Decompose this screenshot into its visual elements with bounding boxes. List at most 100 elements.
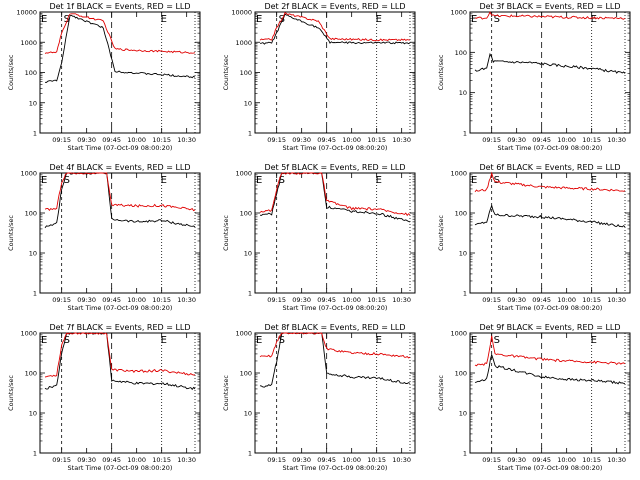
x-tick-label: 09:45 — [317, 136, 336, 144]
x-tick-label: 10:00 — [127, 456, 146, 464]
x-tick-label: 10:15 — [367, 456, 386, 464]
y-axis-label: Counts/sec — [437, 54, 445, 90]
x-tick-label: 09:15 — [267, 136, 286, 144]
x-tick-label: 10:15 — [152, 136, 171, 144]
x-tick-label: 09:15 — [52, 296, 71, 304]
y-tick-label: 1 — [33, 130, 37, 138]
y-tick-label: 1 — [248, 130, 252, 138]
x-axis-label: Start Time (07-Oct-09 08:00:20) — [283, 144, 388, 152]
x-tick-label: 09:30 — [77, 456, 96, 464]
x-tick-label: 10:30 — [177, 136, 196, 144]
panel-title: Det 5f BLACK = Events, RED = LLD — [264, 163, 405, 172]
x-tick-label: 10:30 — [607, 296, 626, 304]
plot-frame — [469, 172, 631, 294]
panel-title: Det 7f BLACK = Events, RED = LLD — [49, 323, 190, 332]
panel-title: Det 6f BLACK = Events, RED = LLD — [479, 163, 620, 172]
lld-series-line — [259, 172, 411, 217]
panel-title: Det 3f BLACK = Events, RED = LLD — [479, 2, 620, 11]
x-tick-label: 10:30 — [177, 456, 196, 464]
events-series-line — [474, 204, 626, 228]
x-tick-label: 10:00 — [127, 296, 146, 304]
x-tick-label: 09:45 — [532, 456, 551, 464]
lld-series-line — [474, 335, 626, 367]
plot-frame — [254, 172, 416, 294]
x-tick-label: 10:15 — [582, 136, 601, 144]
x-tick-label: 10:15 — [367, 136, 386, 144]
x-tick-label: 10:30 — [607, 136, 626, 144]
x-tick-label: 10:00 — [342, 296, 361, 304]
y-axis-label: Counts/sec — [222, 54, 230, 90]
x-tick-label: 10:30 — [177, 296, 196, 304]
y-tick-label: 10 — [244, 99, 252, 107]
x-tick-label: 10:30 — [392, 456, 411, 464]
y-axis-label: Counts/sec — [222, 375, 230, 411]
start-marker: S — [279, 175, 285, 186]
x-tick-label: 09:15 — [482, 296, 501, 304]
x-tick-label: 10:15 — [152, 296, 171, 304]
y-tick-label: 10 — [29, 99, 37, 107]
y-tick-label: 1 — [463, 130, 467, 138]
left-end-marker: E — [471, 175, 477, 186]
start-marker: S — [64, 335, 70, 346]
x-tick-label: 10:15 — [367, 296, 386, 304]
y-axis-label: Counts/sec — [437, 375, 445, 411]
start-marker: S — [64, 175, 70, 186]
y-tick-label: 10 — [459, 250, 467, 258]
panel-title: Det 1f BLACK = Events, RED = LLD — [49, 2, 190, 11]
panel-det-3: Det 3f BLACK = Events, RED = LLD 1 10 100 10… — [437, 2, 631, 152]
end-marker: E — [161, 14, 167, 25]
x-tick-label: 09:45 — [102, 136, 121, 144]
x-tick-label: 09:15 — [52, 136, 71, 144]
x-tick-label: 09:45 — [532, 136, 551, 144]
lld-series-line — [259, 11, 410, 42]
x-tick-label: 10:30 — [607, 456, 626, 464]
y-tick-label: 100 — [25, 370, 37, 378]
plot-frame — [254, 11, 416, 134]
y-tick-label: 10000 — [16, 9, 37, 17]
y-tick-label: 10 — [244, 410, 252, 418]
y-axis-label: Counts/sec — [7, 54, 15, 90]
x-tick-label: 10:00 — [342, 456, 361, 464]
panel-det-9: Det 9f BLACK = Events, RED = LLD 1 10 100 10… — [437, 323, 631, 472]
panel-title: Det 2f BLACK = Events, RED = LLD — [264, 2, 405, 11]
x-tick-label: 10:15 — [152, 456, 171, 464]
y-tick-label: 100 — [455, 49, 467, 57]
y-tick-label: 1000 — [450, 9, 467, 17]
y-tick-label: 1000 — [20, 330, 37, 338]
lld-series-line — [259, 332, 411, 359]
end-marker: E — [591, 335, 597, 346]
y-tick-label: 1 — [248, 290, 252, 298]
x-tick-label: 10:15 — [582, 456, 601, 464]
x-tick-label: 09:45 — [317, 296, 336, 304]
y-tick-label: 100 — [455, 210, 467, 218]
y-tick-label: 1000 — [450, 170, 467, 178]
plot-frame — [39, 332, 201, 454]
y-tick-label: 10 — [29, 410, 37, 418]
left-end-marker: E — [471, 335, 477, 346]
x-tick-label: 09:15 — [482, 456, 501, 464]
x-tick-label: 09:15 — [52, 456, 71, 464]
x-axis-label: Start Time (07-Oct-09 08:00:20) — [68, 144, 173, 152]
y-tick-label: 100 — [25, 210, 37, 218]
y-tick-label: 1 — [33, 290, 37, 298]
events-series-line — [474, 52, 626, 74]
x-tick-label: 09:45 — [532, 296, 551, 304]
lld-series-line — [44, 172, 196, 212]
y-tick-label: 1000 — [235, 330, 252, 338]
left-end-marker: E — [471, 14, 477, 25]
start-marker: S — [64, 14, 70, 25]
left-end-marker: E — [256, 14, 262, 25]
x-tick-label: 10:00 — [557, 456, 576, 464]
y-tick-label: 100 — [240, 69, 252, 77]
y-tick-label: 10 — [459, 410, 467, 418]
lld-series-line — [474, 11, 626, 20]
end-marker: E — [591, 175, 597, 186]
end-marker: E — [376, 175, 382, 186]
x-axis-label: Start Time (07-Oct-09 08:00:20) — [283, 304, 388, 312]
x-tick-label: 09:30 — [507, 456, 526, 464]
end-marker: E — [161, 175, 167, 186]
x-tick-label: 09:30 — [77, 296, 96, 304]
y-tick-label: 1 — [463, 290, 467, 298]
y-tick-label: 10000 — [231, 9, 252, 17]
